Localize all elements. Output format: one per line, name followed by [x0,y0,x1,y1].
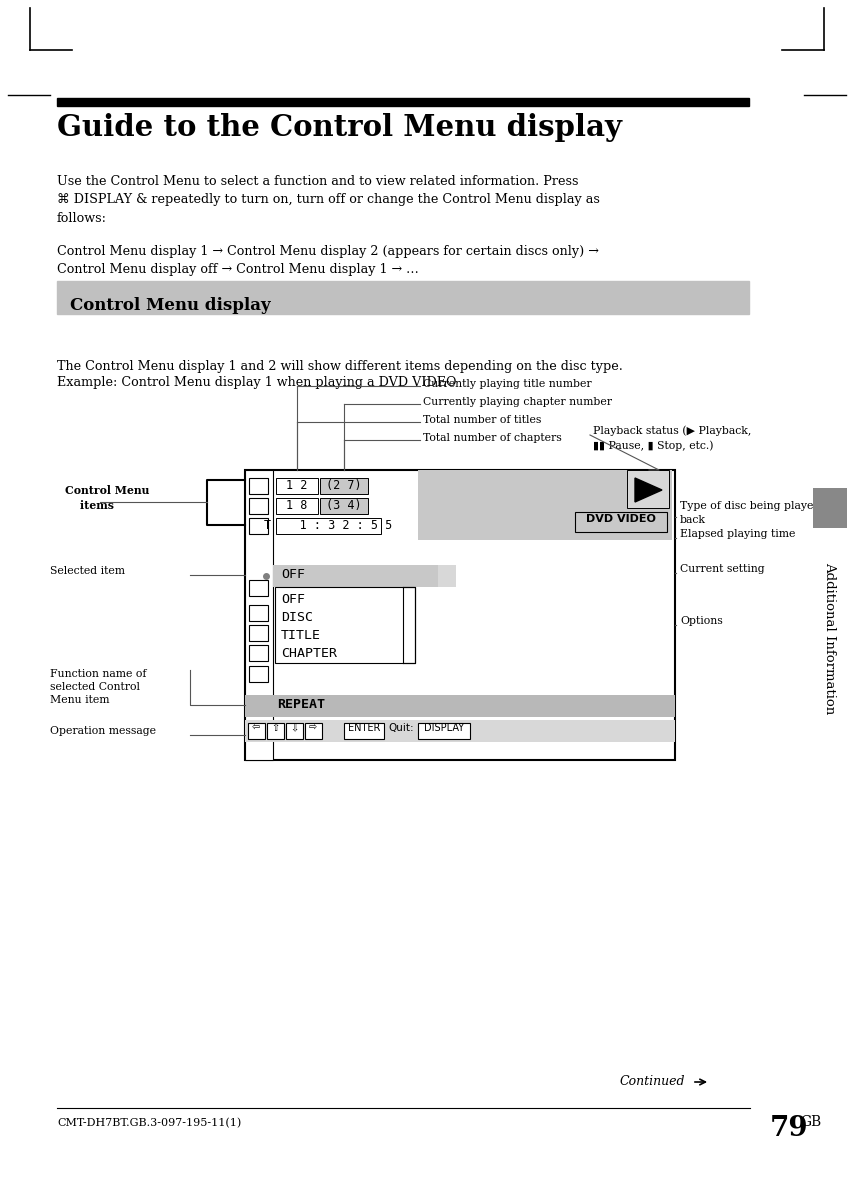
Bar [245,470,273,760]
Text: Operation message: Operation message [50,727,156,736]
Text: Elapsed playing time: Elapsed playing time [679,529,794,540]
Bar [249,625,268,641]
Text: T    1 : 3 2 : 5 5: T 1 : 3 2 : 5 5 [264,519,392,532]
Text: ⇨: ⇨ [309,723,316,732]
Text: GB: GB [799,1115,821,1129]
Text: Quit:: Quit: [387,723,413,732]
Bar [286,723,303,738]
Text: Continued: Continued [619,1075,685,1089]
Text: ⇦: ⇦ [252,723,260,732]
Bar [574,512,666,532]
Bar [247,723,264,738]
Text: REPEAT: REPEAT [276,698,325,711]
Text: OFF: OFF [281,568,305,581]
Text: OFF: OFF [281,593,305,606]
Text: 1 2: 1 2 [286,479,307,492]
Bar [626,470,668,509]
Text: Control Menu display 1 → Control Menu display 2 (appears for certain discs only): Control Menu display 1 → Control Menu di… [57,245,598,276]
Bar [57,281,748,314]
Bar [320,478,368,494]
Text: The Control Menu display 1 and 2 will show different items depending on the disc: The Control Menu display 1 and 2 will sh… [57,360,622,373]
Bar [249,498,268,515]
Text: Type of disc being played
back: Type of disc being played back [679,501,819,524]
Text: 1 8: 1 8 [286,499,307,512]
Text: Current setting: Current setting [679,565,763,574]
Bar [320,498,368,515]
Text: CMT-DH7BT.GB.3-097-195-11(1): CMT-DH7BT.GB.3-097-195-11(1) [57,1118,241,1128]
Polygon shape [635,478,661,501]
Text: (3 4): (3 4) [326,499,362,512]
Text: TITLE: TITLE [281,629,321,642]
Bar [275,587,403,663]
Text: Control Menu
    items: Control Menu items [65,485,149,511]
Bar [812,488,846,528]
Bar [276,478,317,494]
Bar [417,470,671,540]
Text: Currently playing chapter number: Currently playing chapter number [422,397,612,407]
Text: Control Menu display: Control Menu display [70,297,270,314]
Bar [344,723,384,738]
Text: Guide to the Control Menu display: Guide to the Control Menu display [57,113,621,142]
Text: ENTER: ENTER [347,723,380,732]
Bar [276,498,317,515]
Bar [245,470,674,760]
Bar [57,98,748,106]
Text: Additional Information: Additional Information [822,562,836,715]
Text: ⇧: ⇧ [270,723,279,732]
Text: DVD VIDEO: DVD VIDEO [585,515,655,524]
Text: ▮▮ Pause, ▮ Stop, etc.): ▮▮ Pause, ▮ Stop, etc.) [592,441,712,451]
Text: 79: 79 [769,1115,808,1142]
Text: Function name of
selected Control
Menu item: Function name of selected Control Menu i… [50,669,147,705]
Text: Total number of titles: Total number of titles [422,414,541,425]
Bar [245,696,674,717]
Text: Selected item: Selected item [50,566,125,576]
Bar [245,721,674,742]
Bar [249,666,268,682]
Text: Currently playing title number: Currently playing title number [422,379,591,389]
Bar [273,565,438,587]
Bar [249,646,268,661]
Bar [249,518,268,534]
Text: DISPLAY: DISPLAY [423,723,463,732]
Bar [249,580,268,596]
Text: Example: Control Menu display 1 when playing a DVD VIDEO: Example: Control Menu display 1 when pla… [57,376,456,389]
Bar [812,488,846,748]
Bar [305,723,322,738]
Text: ⇩: ⇩ [290,723,298,732]
Text: Use the Control Menu to select a function and to view related information. Press: Use the Control Menu to select a functio… [57,175,599,225]
Text: Options: Options [679,616,722,626]
Bar [249,478,268,494]
Text: CHAPTER: CHAPTER [281,647,337,660]
Bar [276,518,380,534]
Bar [417,723,469,738]
Text: (2 7): (2 7) [326,479,362,492]
Bar [249,605,268,621]
Bar [267,723,284,738]
Text: Playback status (▶ Playback,: Playback status (▶ Playback, [592,425,751,436]
Text: Total number of chapters: Total number of chapters [422,434,561,443]
Text: DISC: DISC [281,611,313,624]
Bar [438,565,456,587]
